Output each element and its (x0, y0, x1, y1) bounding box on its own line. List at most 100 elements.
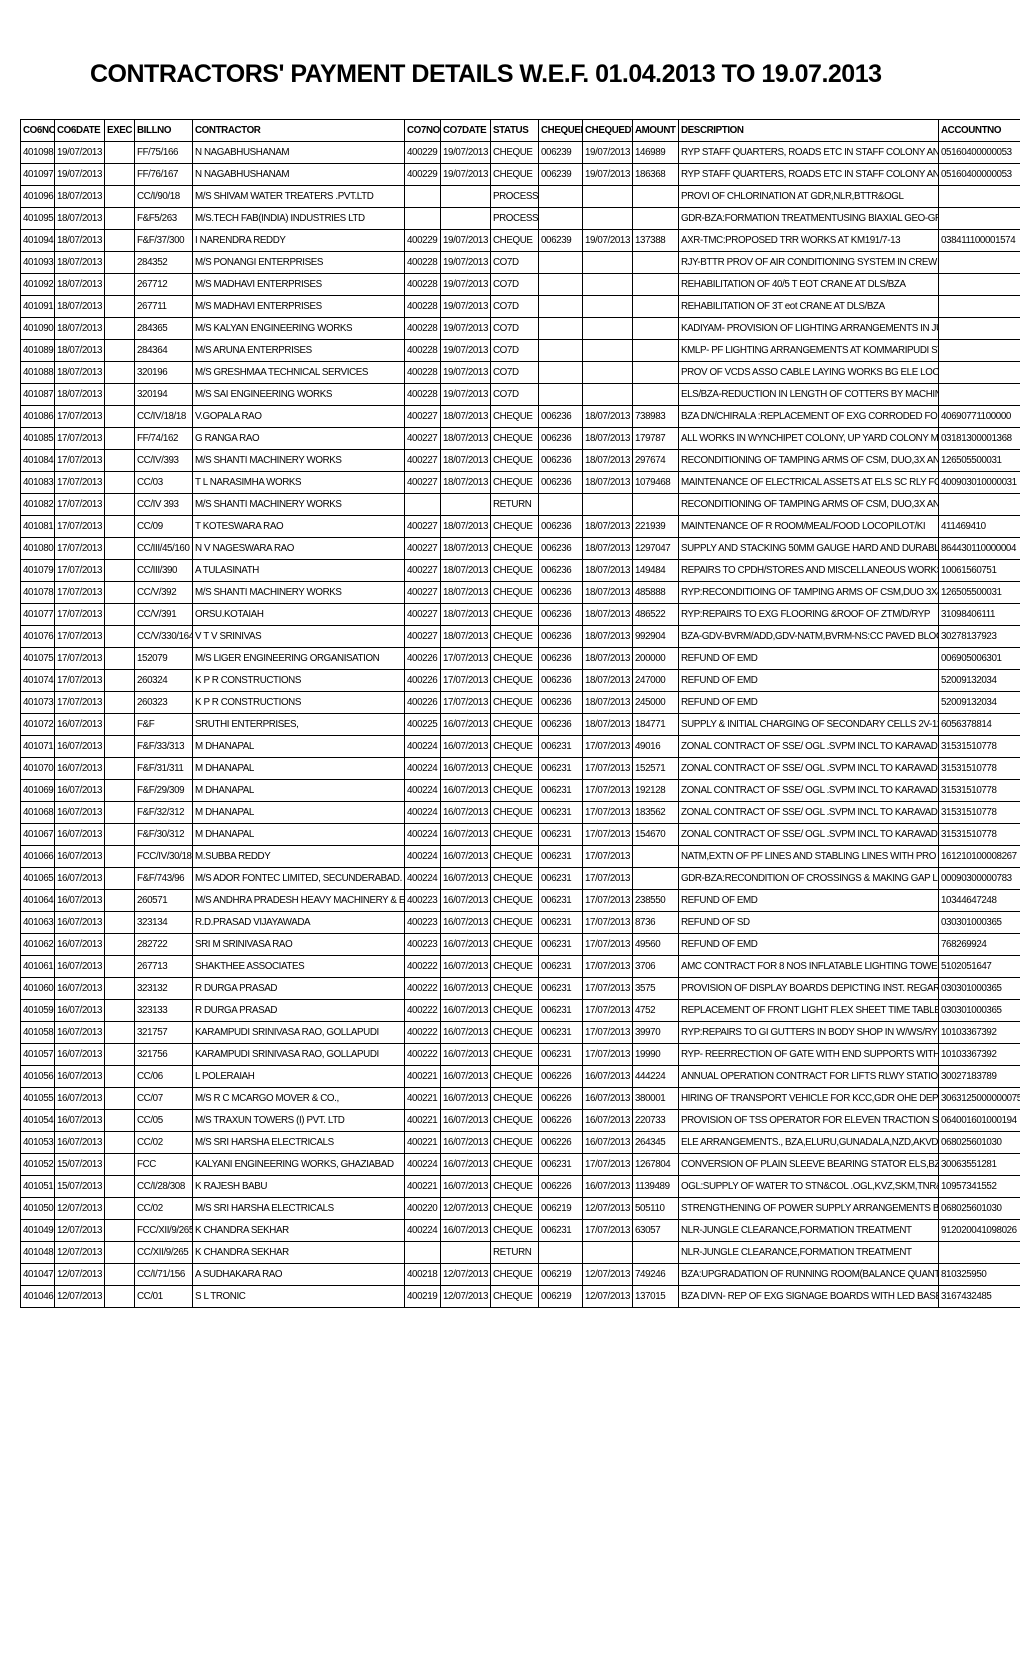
cell: 18/07/2013 (583, 472, 633, 494)
cell: M/S.TECH FAB(INDIA) INDUSTRIES LTD (193, 208, 405, 230)
cell: M/S ARUNA ENTERPRISES (193, 340, 405, 362)
cell: 18/07/2013 (55, 230, 105, 252)
cell: 10103367392 (939, 1044, 1020, 1066)
cell: 006226 (539, 1110, 583, 1132)
cell: 184771 (633, 714, 679, 736)
cell: CC/01 (135, 1286, 193, 1308)
table-row: 40104912/07/2013FCC/XII/9/265K CHANDRA S… (21, 1220, 1020, 1242)
cell: 149484 (633, 560, 679, 582)
cell: 006905006301 (939, 648, 1020, 670)
cell: 18/07/2013 (55, 318, 105, 340)
cell: 401052 (21, 1154, 55, 1176)
cell: SHAKTHEE ASSOCIATES (193, 956, 405, 978)
cell: 30027183789 (939, 1066, 1020, 1088)
cell: 16/07/2013 (55, 1088, 105, 1110)
cell: 17/07/2013 (441, 692, 491, 714)
cell: CHEQUE (491, 1132, 539, 1154)
cell: 31531510778 (939, 736, 1020, 758)
cell: 17/07/2013 (583, 978, 633, 1000)
cell: 1079468 (633, 472, 679, 494)
cell: 006239 (539, 142, 583, 164)
cell: 006236 (539, 582, 583, 604)
cell: REFUND OF SD (679, 912, 939, 934)
cell: 006231 (539, 1154, 583, 1176)
cell: KMLP- PF LIGHTING ARRANGEMENTS AT KOMMAR… (679, 340, 939, 362)
cell: 401069 (21, 780, 55, 802)
cell: 030301000365 (939, 978, 1020, 1000)
cell: CHEQUE (491, 164, 539, 186)
cell: 12/07/2013 (583, 1286, 633, 1308)
cell: 068025601030 (939, 1132, 1020, 1154)
cell: 126505500031 (939, 582, 1020, 604)
cell: F&F/33/313 (135, 736, 193, 758)
cell: PROCESS (491, 208, 539, 230)
cell: 444224 (633, 1066, 679, 1088)
cell: 18/07/2013 (55, 340, 105, 362)
table-row: 40105115/07/2013CC/I/28/308K RAJESH BABU… (21, 1176, 1020, 1198)
cell: 18/07/2013 (583, 406, 633, 428)
cell (105, 208, 135, 230)
cell: 401061 (21, 956, 55, 978)
cell: 238550 (633, 890, 679, 912)
cell: CO7D (491, 384, 539, 406)
cell: 1297047 (633, 538, 679, 560)
table-row: 40104812/07/2013CC/XII/9/265K CHANDRA SE… (21, 1242, 1020, 1264)
cell: 18/07/2013 (441, 538, 491, 560)
table-row: 40108617/07/2013CC/IV/18/18V.GOPALA RAO4… (21, 406, 1020, 428)
cell (583, 340, 633, 362)
cell (583, 1242, 633, 1264)
cell: 260571 (135, 890, 193, 912)
cell: 401070 (21, 758, 55, 780)
cell: 400227 (405, 450, 441, 472)
cell: A SUDHAKARA RAO (193, 1264, 405, 1286)
table-row: 40109418/07/2013F&F/37/300I NARENDRA RED… (21, 230, 1020, 252)
cell: 401098 (21, 142, 55, 164)
cell: CC/XII/9/265 (135, 1242, 193, 1264)
cell: 260323 (135, 692, 193, 714)
cell: M DHANAPAL (193, 780, 405, 802)
cell: 401058 (21, 1022, 55, 1044)
cell: CC/06 (135, 1066, 193, 1088)
cell: PROVISION OF DISPLAY BOARDS DEPICTING IN… (679, 978, 939, 1000)
cell: 17/07/2013 (583, 802, 633, 824)
table-row: 40107317/07/2013260323K P R CONSTRUCTION… (21, 692, 1020, 714)
cell (583, 296, 633, 318)
cell (105, 692, 135, 714)
cell: 400223 (405, 912, 441, 934)
cell: 12/07/2013 (441, 1264, 491, 1286)
cell: CHEQUE (491, 472, 539, 494)
cell: GDR-BZA:FORMATION TREATMENTUSING BIAXIAL… (679, 208, 939, 230)
cell: 400222 (405, 1000, 441, 1022)
cell (405, 494, 441, 516)
cell: 006231 (539, 956, 583, 978)
cell: 00090300000783 (939, 868, 1020, 890)
cell: 16/07/2013 (583, 1088, 633, 1110)
cell: L POLERAIAH (193, 1066, 405, 1088)
cell: 006231 (539, 802, 583, 824)
cell: 006236 (539, 648, 583, 670)
cell: 30278137923 (939, 626, 1020, 648)
cell: 12/07/2013 (55, 1264, 105, 1286)
cell: 16/07/2013 (583, 1132, 633, 1154)
cell: STRENGTHENING OF POWER SUPPLY ARRANGEMEN… (679, 1198, 939, 1220)
cell: 17/07/2013 (583, 890, 633, 912)
cell (939, 318, 1020, 340)
table-row: 40107817/07/2013CC/V/392M/S SHANTI MACHI… (21, 582, 1020, 604)
cell: RYP- REERRECTION OF GATE WITH END SUPPOR… (679, 1044, 939, 1066)
cell: 505110 (633, 1198, 679, 1220)
cell: CHEQUE (491, 868, 539, 890)
cell: 006231 (539, 846, 583, 868)
cell: CHEQUE (491, 604, 539, 626)
cell: 183562 (633, 802, 679, 824)
cell: M/S SHANTI MACHINERY WORKS (193, 494, 405, 516)
cell: 401049 (21, 1220, 55, 1242)
cell: CHEQUE (491, 1066, 539, 1088)
cell: 17/07/2013 (583, 868, 633, 890)
cell: 17/07/2013 (583, 736, 633, 758)
cell: 006231 (539, 1220, 583, 1242)
cell: 16/07/2013 (55, 714, 105, 736)
cell: 31531510778 (939, 802, 1020, 824)
cell: 006231 (539, 780, 583, 802)
cell: CHEQUE (491, 1198, 539, 1220)
cell: 19/07/2013 (55, 142, 105, 164)
